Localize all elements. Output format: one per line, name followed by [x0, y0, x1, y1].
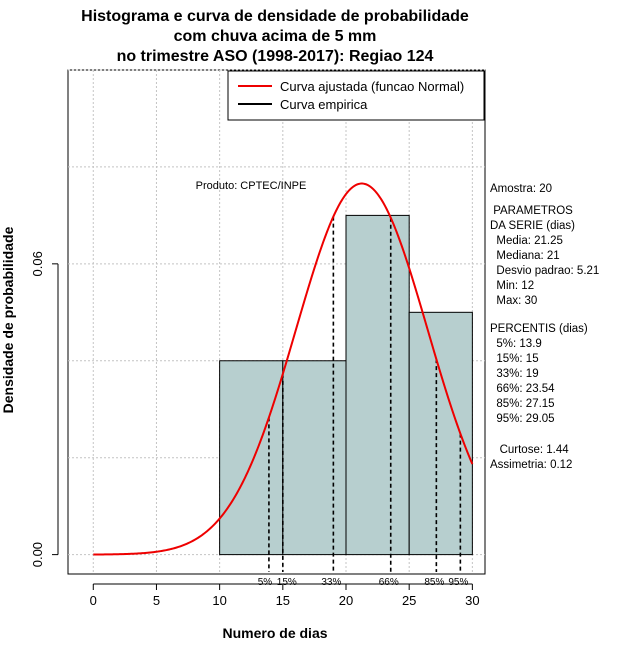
- x-tick-label: 15: [276, 593, 290, 608]
- sample-size: Amostra: 20: [490, 183, 552, 195]
- legend-label-empirical: Curva empirica: [280, 97, 368, 112]
- stat-p85: 85%: 27.15: [490, 398, 555, 410]
- params-title-line-2: DA SERIE (dias): [490, 220, 575, 232]
- stat-std-dev: Desvio padrao: 5.21: [490, 265, 600, 277]
- normal-fit-curve: [93, 182, 474, 556]
- stat-skewness: Assimetria: 0.12: [490, 459, 573, 471]
- chart-title-line-2: com chuva acima de 5 mm: [174, 28, 377, 45]
- stat-kurtosis: Curtose: 1.44: [490, 444, 569, 456]
- legend-label-fitted: Curva ajustada (funcao Normal): [280, 79, 464, 94]
- percentiles-title: PERCENTIS (dias): [490, 323, 588, 335]
- params-title-line-1: PARAMETROS: [490, 205, 573, 217]
- axes: 0 5 10 15 20 25 30 0.00 0.06: [30, 251, 480, 608]
- x-tick-label: 10: [212, 593, 226, 608]
- x-tick-label: 30: [465, 593, 479, 608]
- stat-mean: Media: 21.25: [490, 235, 563, 247]
- x-tick-label: 5: [153, 593, 160, 608]
- y-tick-label: 0.00: [30, 542, 45, 567]
- histogram-bar: [219, 360, 284, 556]
- y-tick-label: 0.06: [30, 251, 45, 276]
- x-tick-label: 25: [402, 593, 416, 608]
- histogram-bar: [282, 360, 347, 556]
- histogram-bar: [408, 311, 473, 556]
- y-axis-title: Densidade de probabilidade: [0, 226, 16, 413]
- stat-p66: 66%: 23.54: [490, 383, 555, 395]
- stat-p15: 15%: 15: [490, 353, 539, 365]
- percentile-label: 66%: [379, 577, 399, 588]
- stat-median: Mediana: 21: [490, 250, 560, 262]
- stat-p95: 95%: 29.05: [490, 413, 555, 425]
- percentile-markers: 5% 15% 33% 66% 85% 95%: [258, 216, 468, 588]
- chart-title-line-1: Histograma e curva de densidade de proba…: [81, 8, 469, 25]
- statistics-panel: Amostra: 20 PARAMETROS DA SERIE (dias) M…: [490, 182, 638, 473]
- percentile-label: 95%: [448, 577, 468, 588]
- percentile-label: 33%: [321, 577, 341, 588]
- x-axis-title: Numero de dias: [222, 625, 327, 641]
- percentile-label: 5%: [258, 577, 273, 588]
- legend-box: [227, 70, 485, 121]
- x-tick-label: 20: [339, 593, 353, 608]
- legend: Curva ajustada (funcao Normal) Curva emp…: [227, 70, 485, 121]
- stat-min: Min: 12: [490, 280, 535, 292]
- normal-curve-layer: [93, 182, 474, 556]
- percentile-label: 85%: [424, 577, 444, 588]
- stat-p5: 5%: 13.9: [490, 338, 542, 350]
- histogram-bar: [345, 214, 410, 556]
- stat-p33: 33%: 19: [490, 368, 539, 380]
- product-credit: Produto: CPTEC/INPE: [196, 180, 307, 192]
- x-tick-label: 0: [90, 593, 97, 608]
- histogram-bars: [219, 214, 473, 556]
- percentile-label: 15%: [277, 577, 297, 588]
- stat-max: Max: 30: [490, 295, 538, 307]
- chart-title-line-3: no trimestre ASO (1998-2017): Regiao 124: [117, 48, 434, 65]
